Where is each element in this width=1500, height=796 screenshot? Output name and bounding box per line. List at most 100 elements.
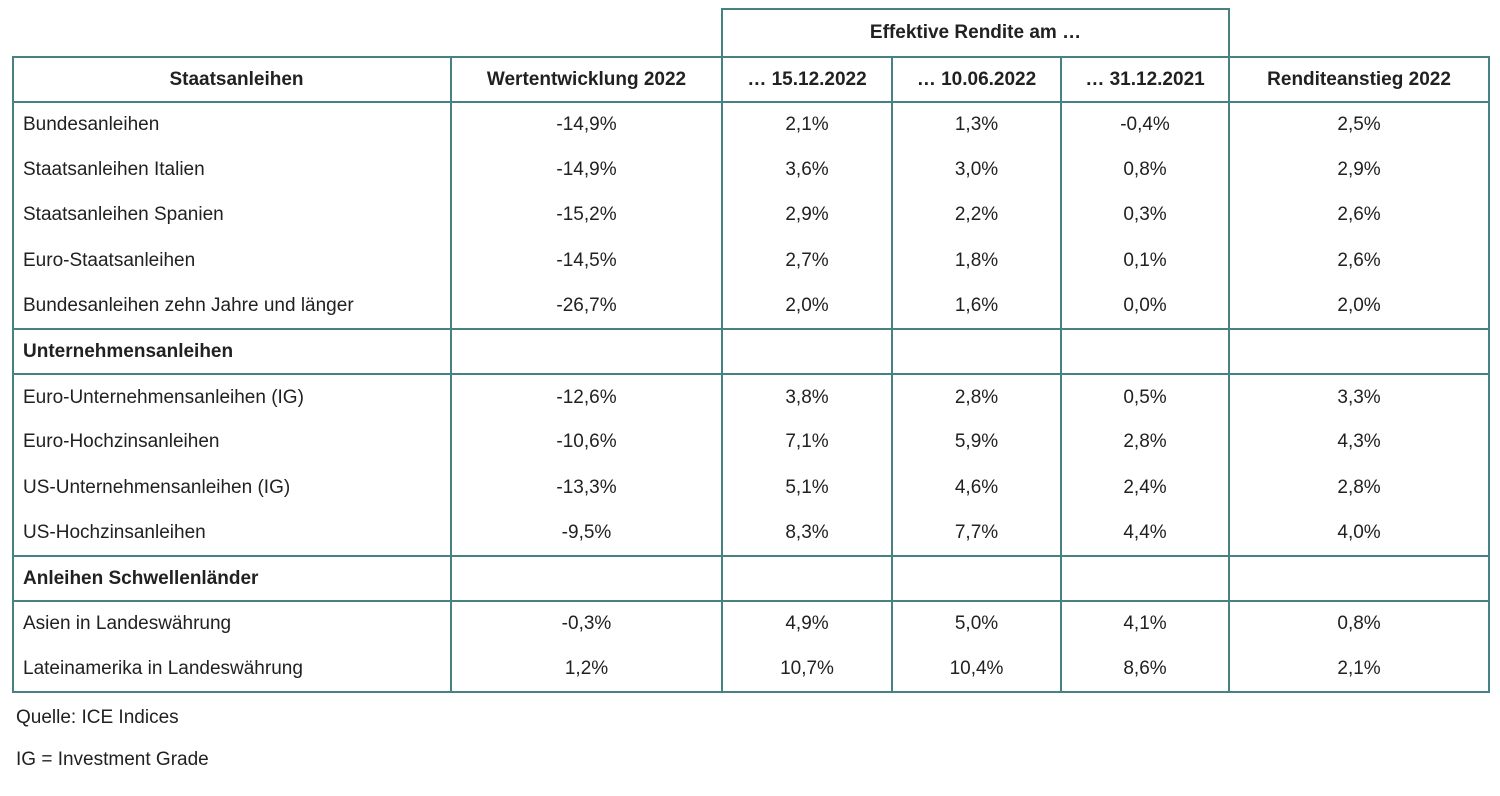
value-cell: 0,3% — [1059, 192, 1231, 239]
value-cell: 2,4% — [1059, 465, 1231, 511]
column-header-date-10-06-2022: … 10.06.2022 — [891, 56, 1062, 103]
value-cell: 1,8% — [891, 238, 1062, 284]
page: Effektive Rendite am … Staatsanleihen We… — [12, 8, 1491, 771]
value-cell: 8,3% — [721, 510, 893, 556]
table-row: Asien in Landeswährung -0,3% 4,9% 5,0% 4,1% 0… — [12, 601, 1491, 647]
value-cell: 7,7% — [891, 510, 1062, 556]
value-cell: 2,9% — [1228, 147, 1491, 193]
value-cell: -15,2% — [450, 192, 723, 239]
column-header-staatsanleihen: Staatsanleihen — [12, 56, 452, 103]
value-cell: -10,6% — [450, 419, 723, 466]
group-header-cell: Effektive Rendite am … — [720, 8, 1231, 57]
row-label: Asien in Landeswährung — [12, 601, 452, 647]
table-row: Staatsanleihen Spanien -15,2% 2,9% 2,2% 0,3%… — [12, 192, 1491, 239]
group-header-row: Effektive Rendite am … — [13, 8, 1489, 57]
value-cell: 8,6% — [1059, 646, 1231, 694]
row-label: Euro-Staatsanleihen — [12, 238, 452, 284]
value-cell — [721, 554, 893, 603]
value-cell: 2,6% — [1228, 192, 1491, 239]
row-label: Bundesanleihen zehn Jahre und länger — [12, 283, 452, 329]
table-row: Bundesanleihen zehn Jahre und länger -26,… — [12, 283, 1491, 329]
value-cell — [450, 554, 723, 603]
value-cell: -0,4% — [1059, 102, 1231, 148]
value-cell: 10,7% — [721, 646, 893, 694]
value-cell — [891, 327, 1062, 376]
value-cell: 10,4% — [891, 646, 1062, 694]
value-cell — [891, 554, 1062, 603]
row-label: Unternehmensanleihen — [12, 327, 452, 376]
table-row: US-Unternehmensanleihen (IG) -13,3% 5,1% 4,… — [12, 465, 1491, 511]
value-cell: 2,8% — [1228, 465, 1491, 511]
value-cell: 3,8% — [721, 374, 893, 420]
column-header-renditeanstieg-2022: Renditeanstieg 2022 — [1228, 56, 1491, 103]
value-cell: 2,0% — [1228, 283, 1491, 329]
value-cell: -26,7% — [450, 283, 723, 329]
abbreviation-note: IG = Investment Grade — [16, 749, 209, 771]
value-cell: 0,8% — [1059, 147, 1231, 193]
bond-yield-table: Effektive Rendite am … Staatsanleihen We… — [12, 8, 1491, 694]
row-label: Staatsanleihen Italien — [12, 147, 452, 193]
table-row: Euro-Unternehmensanleihen (IG) -12,6% 3,8%… — [12, 374, 1491, 420]
value-cell: 3,0% — [891, 147, 1062, 193]
value-cell: 3,3% — [1228, 374, 1491, 420]
value-cell: 4,4% — [1059, 510, 1231, 556]
row-label: Lateinamerika in Landeswährung — [12, 646, 452, 694]
table-body: Bundesanleihen -14,9% 2,1% 1,3% -0,4% 2,5% Sta… — [12, 102, 1491, 694]
value-cell: 7,1% — [721, 419, 893, 466]
value-cell: -13,3% — [450, 465, 723, 511]
value-cell: 5,9% — [891, 419, 1062, 466]
value-cell: 2,2% — [891, 192, 1062, 239]
table-row: Euro-Staatsanleihen -14,5% 2,7% 1,8% 0,1% 2,6… — [12, 238, 1491, 284]
value-cell: 2,8% — [1059, 419, 1231, 466]
value-cell: 4,1% — [1059, 601, 1231, 647]
column-header-date-31-12-2021: … 31.12.2021 — [1059, 56, 1231, 103]
value-cell: 0,0% — [1059, 283, 1231, 329]
section-header-row: Anleihen Schwellenländer — [12, 554, 1491, 603]
row-label: Anleihen Schwellenländer — [12, 554, 452, 603]
value-cell: 0,5% — [1059, 374, 1231, 420]
value-cell: -14,9% — [450, 102, 723, 148]
value-cell: 2,7% — [721, 238, 893, 284]
column-header-date-15-12-2022: … 15.12.2022 — [721, 56, 893, 103]
value-cell: 1,6% — [891, 283, 1062, 329]
value-cell — [450, 327, 723, 376]
value-cell: -9,5% — [450, 510, 723, 556]
row-label: Euro-Unternehmensanleihen (IG) — [12, 374, 452, 420]
value-cell: 2,0% — [721, 283, 893, 329]
table-row: Bundesanleihen -14,9% 2,1% 1,3% -0,4% 2,5% — [12, 102, 1491, 148]
value-cell — [1059, 327, 1231, 376]
value-cell: 2,5% — [1228, 102, 1491, 148]
row-label: Staatsanleihen Spanien — [12, 192, 452, 239]
value-cell: 4,3% — [1228, 419, 1491, 466]
row-label: US-Unternehmensanleihen (IG) — [12, 465, 452, 511]
value-cell: -12,6% — [450, 374, 723, 420]
value-cell — [1228, 554, 1491, 603]
source-note: Quelle: ICE Indices — [16, 707, 179, 729]
value-cell: 2,8% — [891, 374, 1062, 420]
table-row: US-Hochzinsanleihen -9,5% 8,3% 7,7% 4,4% 4,0% — [12, 510, 1491, 556]
value-cell: 1,3% — [891, 102, 1062, 148]
value-cell — [1059, 554, 1231, 603]
group-header-spacer-left — [13, 9, 722, 57]
value-cell: 1,2% — [450, 646, 723, 694]
value-cell — [721, 327, 893, 376]
value-cell: 2,9% — [721, 192, 893, 239]
value-cell: 5,0% — [891, 601, 1062, 647]
value-cell: 5,1% — [721, 465, 893, 511]
value-cell: -14,9% — [450, 147, 723, 193]
value-cell — [1228, 327, 1491, 376]
value-cell: 0,8% — [1228, 601, 1491, 647]
column-header-row: Staatsanleihen Wertentwicklung 2022 … 15… — [12, 56, 1491, 103]
table-row: Lateinamerika in Landeswährung 1,2% 10,7% 1… — [12, 646, 1491, 694]
value-cell: 2,6% — [1228, 238, 1491, 284]
value-cell: 2,1% — [1228, 646, 1491, 694]
value-cell: -14,5% — [450, 238, 723, 284]
table-row: Staatsanleihen Italien -14,9% 3,6% 3,0% 0,8%… — [12, 147, 1491, 193]
section-header-row: Unternehmensanleihen — [12, 327, 1491, 376]
value-cell: 4,0% — [1228, 510, 1491, 556]
group-header-spacer-right — [1229, 9, 1489, 57]
row-label: Euro-Hochzinsanleihen — [12, 419, 452, 466]
table-row: Euro-Hochzinsanleihen -10,6% 7,1% 5,9% 2,8% 4… — [12, 419, 1491, 466]
row-label: Bundesanleihen — [12, 102, 452, 148]
column-header-wertentwicklung-2022: Wertentwicklung 2022 — [450, 56, 723, 103]
